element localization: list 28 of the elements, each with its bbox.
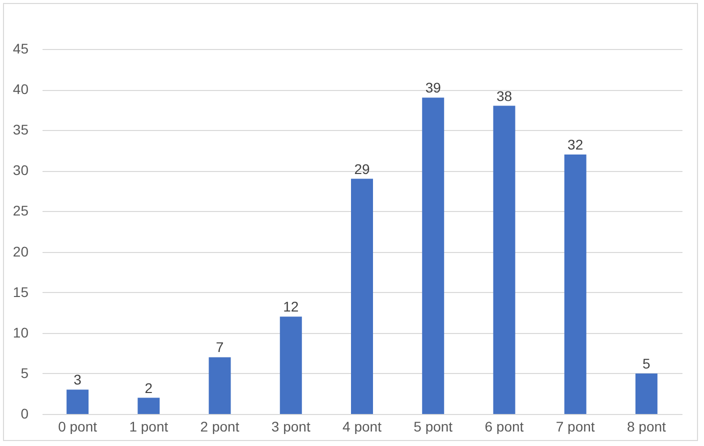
bar: [564, 154, 586, 414]
data-label: 3: [74, 372, 82, 388]
data-label: 7: [216, 339, 224, 356]
y-tick-label: 20: [12, 243, 29, 260]
y-tick-label: 45: [12, 40, 29, 56]
y-tick-label: 10: [12, 324, 29, 340]
y-tick-label: 40: [12, 81, 29, 98]
bar: [422, 98, 444, 414]
y-tick-label: 25: [12, 202, 29, 219]
bar: [208, 357, 231, 414]
data-label: 39: [425, 80, 442, 96]
data-label: 2: [144, 380, 153, 396]
y-tick-label: 5: [20, 364, 29, 381]
data-label: 12: [283, 298, 299, 315]
data-label: 38: [496, 88, 512, 104]
bar: [280, 316, 302, 414]
bar: [138, 398, 160, 414]
data-label: 32: [568, 136, 584, 152]
bar: [635, 373, 658, 414]
y-tick-label: 0: [20, 406, 29, 422]
data-label: 5: [642, 355, 651, 372]
y-tick-label: 35: [12, 122, 29, 138]
y-tick-label: 30: [12, 162, 29, 178]
bar: [66, 390, 89, 414]
data-label: 29: [354, 160, 370, 177]
bar: [493, 106, 516, 414]
y-tick-label: 15: [12, 284, 29, 300]
bar: [351, 178, 373, 414]
